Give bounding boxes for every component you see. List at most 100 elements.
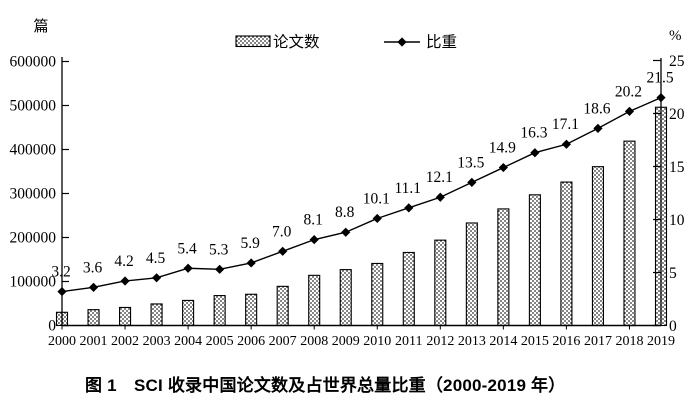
ratio-point-2001	[88, 282, 99, 292]
right-axis-tick-label: 10	[669, 212, 685, 229]
ratio-point-label: 10.1	[363, 190, 390, 207]
ratio-point-2014	[498, 162, 508, 173]
left-axis-tick-label: 0	[48, 318, 56, 335]
ratio-point-label: 14.9	[489, 140, 516, 157]
x-axis-year-label: 2006	[237, 334, 265, 349]
x-axis-year-label: 2003	[143, 334, 171, 349]
ratio-point-2008	[309, 235, 319, 245]
left-axis-tick-label: 500000	[10, 98, 57, 115]
ratio-point-2019	[656, 93, 666, 103]
ratio-point-2005	[215, 264, 225, 274]
ratio-point-2016	[561, 139, 572, 149]
x-axis-year-label: 2011	[395, 334, 422, 349]
x-axis-year-label: 2015	[521, 334, 549, 349]
legend-line-diamond	[397, 37, 407, 47]
ratio-point-2006	[246, 258, 256, 268]
bar-2016	[560, 181, 573, 327]
x-axis-year-label: 2019	[647, 334, 675, 349]
bar-2004	[182, 299, 195, 327]
left-axis-unit: 篇	[33, 17, 48, 35]
bar-2005	[213, 295, 226, 327]
ratio-point-label: 12.1	[426, 169, 453, 186]
bar-2012	[434, 239, 447, 327]
bar-2013	[465, 222, 478, 327]
x-axis-year-label: 2013	[458, 334, 486, 349]
x-axis-year-label: 2001	[80, 334, 108, 349]
ratio-point-2015	[530, 148, 540, 158]
ratio-point-2003	[151, 273, 162, 283]
ratio-point-2002	[120, 276, 130, 286]
x-axis-year-label: 2018	[615, 334, 643, 349]
bar-2015	[528, 194, 541, 327]
ratio-point-2000	[57, 286, 67, 297]
ratio-point-label: 3.2	[51, 264, 70, 281]
left-axis-tick-label: 300000	[10, 186, 57, 203]
ratio-point-2009	[341, 227, 351, 237]
ratio-point-2013	[467, 177, 477, 187]
bar-2009	[339, 269, 352, 327]
ratio-point-label: 3.6	[83, 259, 103, 276]
legend-line-label: 比重	[426, 33, 457, 51]
ratio-point-label: 4.5	[146, 250, 166, 267]
bar-2002	[119, 306, 132, 327]
ratio-point-2010	[372, 213, 382, 224]
bar-series	[55, 106, 668, 327]
line-series: 3.2 3.6 4.2 4.5 5.4 5.3 5.9 7.0 8.1 8.8 10.1 11.112…	[51, 70, 674, 297]
x-axis-year-label: 2012	[426, 334, 454, 349]
ratio-point-label: 8.1	[304, 212, 323, 229]
legend-bar-swatch	[235, 35, 271, 48]
bar-2008	[308, 274, 321, 327]
right-axis-tick-label: 15	[669, 159, 685, 176]
left-axis-tick-label: 100000	[10, 274, 57, 291]
left-axis: 0 100000 200000 300000 400000 500000 600000 篇	[10, 17, 69, 335]
ratio-point-label: 5.3	[209, 241, 229, 258]
ratio-point-label: 5.9	[240, 235, 260, 252]
x-axis-year-label: 2016	[552, 334, 580, 349]
x-axis-year-label: 2000	[48, 334, 76, 349]
ratio-point-label: 7.0	[272, 223, 292, 240]
ratio-point-label: 5.4	[177, 240, 197, 257]
ratio-point-label: 21.5	[646, 70, 673, 87]
right-axis-tick-label: 20	[669, 106, 685, 123]
ratio-point-label: 17.1	[552, 116, 579, 133]
ratio-point-label: 13.5	[457, 154, 484, 171]
ratio-point-label: 11.1	[395, 180, 422, 197]
x-axis-year-label: 2010	[363, 334, 391, 349]
bar-2003	[150, 303, 163, 327]
right-axis-tick-label: 5	[669, 265, 677, 282]
ratio-point-2007	[278, 246, 288, 256]
ratio-point-label: 8.8	[335, 204, 355, 221]
legend-bar-label: 论文数	[273, 33, 320, 51]
ratio-point-2018	[624, 106, 635, 116]
bar-2010	[371, 262, 384, 327]
right-axis-tick-label: 0	[669, 318, 677, 335]
x-axis-year-label: 2009	[332, 334, 360, 349]
right-axis-tick-label: 25	[669, 53, 685, 70]
figure-caption: 图 1 SCI 收录中国论文数及占世界总量比重（2000-2019 年）	[85, 376, 566, 395]
x-axis-year-label: 2014	[489, 334, 517, 349]
ratio-point-label: 20.2	[615, 83, 642, 100]
left-axis-tick-label: 200000	[10, 230, 57, 247]
bar-2014	[497, 208, 510, 327]
x-axis: 2000 2001 2002 2003 2004 2005 2006 2007 2008 2009…	[48, 324, 675, 349]
x-axis-year-label: 2007	[269, 334, 297, 349]
ratio-point-label: 16.3	[520, 125, 547, 142]
x-axis-year-label: 2017	[584, 334, 612, 349]
right-axis-unit: %	[669, 28, 682, 44]
bar-2001	[87, 309, 100, 327]
ratio-point-2012	[435, 192, 445, 202]
x-axis-year-label: 2004	[174, 334, 202, 349]
right-axis: 0 5 10 15 20 25%	[653, 28, 685, 335]
legend: 论文数 比重	[235, 33, 457, 51]
x-axis-year-label: 2008	[300, 334, 328, 349]
bar-2007	[276, 285, 289, 327]
bar-2018	[623, 140, 636, 327]
bar-2011	[402, 251, 415, 327]
ratio-point-2017	[593, 123, 603, 133]
bar-2017	[591, 166, 604, 327]
ratio-point-2004	[183, 263, 193, 273]
x-axis-year-label: 2002	[111, 334, 139, 349]
x-axis-year-label: 2005	[206, 334, 234, 349]
